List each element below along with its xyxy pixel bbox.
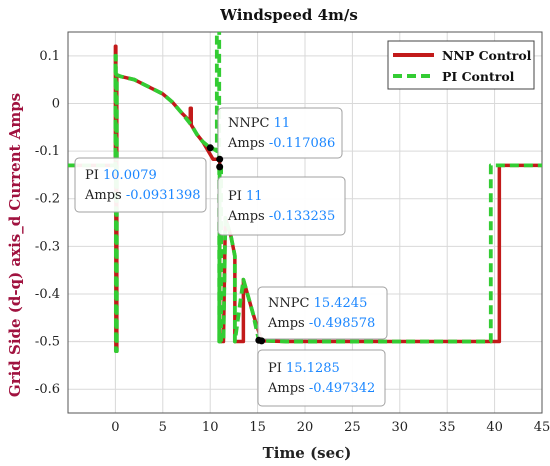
x-tick-label: 10: [202, 420, 219, 435]
datatip-y-line: Amps -0.0931398: [84, 188, 201, 203]
datatip-y-value: -0.498578: [309, 316, 375, 331]
y-tick-label: -0.3: [35, 239, 60, 254]
datatip-x-line: PI 15.1285: [268, 361, 340, 376]
datatip-y-line: Amps -0.133235: [227, 209, 335, 224]
datatip-box: [217, 107, 343, 159]
datatip-label: PI: [228, 189, 246, 204]
datatip-y-label: Amps: [267, 316, 305, 331]
datatip-x-value: 10.0079: [103, 168, 157, 183]
datatip-x-value: 15.1285: [286, 361, 340, 376]
datatip-y-value: -0.497342: [309, 381, 375, 396]
datatip-label: PI: [85, 168, 103, 183]
x-tick-label: 0: [111, 420, 119, 435]
datatip-marker: [206, 144, 214, 152]
datatip-x-line: PI 11: [228, 189, 263, 204]
x-tick-label: 30: [392, 420, 409, 435]
datatip: NNPC 15.4245 Amps -0.498578: [257, 286, 388, 345]
y-tick-label: 0: [52, 96, 60, 111]
datatip-marker: [216, 163, 224, 171]
y-tick-label: 0.1: [39, 49, 60, 64]
datatip-y-line: Amps -0.117086: [227, 136, 335, 151]
y-tick-label: -0.5: [35, 335, 60, 350]
y-axis-label: Grid Side (d-q) axis_d Current Amps: [6, 93, 24, 397]
y-tick-label: -0.1: [35, 144, 60, 159]
datatip-label: NNPC: [228, 116, 274, 131]
datatip-y-label: Amps: [227, 209, 265, 224]
datatip-box: [257, 286, 388, 340]
legend-box: [387, 40, 535, 90]
datatip-y-line: Amps -0.497342: [267, 381, 375, 396]
y-tick-label: -0.6: [35, 382, 60, 397]
x-tick-label: 40: [486, 420, 503, 435]
x-tick-label: 20: [297, 420, 314, 435]
datatip: PI 11 Amps -0.133235: [216, 163, 346, 236]
datatip-y-label: Amps: [227, 136, 265, 151]
x-tick-label: 35: [439, 420, 456, 435]
datatip-box: [257, 349, 386, 407]
datatip-x-value: 11: [274, 116, 291, 131]
y-tick-label: -0.4: [35, 287, 60, 302]
x-axis-label: Time (sec): [263, 444, 352, 462]
y-tick-label: -0.2: [35, 192, 60, 207]
datatip-y-value: -0.117086: [269, 136, 335, 151]
x-tick-labels: 0 5 10 15 20 25 30 35 40 45: [111, 420, 550, 435]
datatips-group: NNPC 11 Amps -0.117086 PI 10.0079 Amps -0.0…: [74, 107, 388, 407]
datatip-marker: [216, 155, 224, 163]
x-tick-label: 45: [534, 420, 550, 435]
datatip-marker: [255, 336, 263, 344]
datatip-box: [217, 176, 346, 236]
plot-frame: [67, 31, 543, 414]
datatip-y-label: Amps: [267, 381, 305, 396]
datatip-y-value: -0.133235: [269, 209, 335, 224]
series-line-pi-control: [68, 32, 542, 353]
datatip-label: PI: [268, 361, 286, 376]
datatip-x-line: NNPC 15.4245: [268, 296, 367, 311]
datatip-label: NNPC: [268, 296, 314, 311]
datatip-y-line: Amps -0.498578: [267, 316, 375, 331]
x-tick-label: 15: [249, 420, 266, 435]
x-tick-label: 5: [159, 420, 167, 435]
datatip-y-label: Amps: [84, 188, 122, 203]
datatip: PI 10.0079 Amps -0.0931398: [74, 144, 214, 213]
y-tick-labels: 0.1 0 -0.1 -0.2 -0.3 -0.4 -0.5 -0.6: [35, 49, 60, 397]
datatip-x-line: NNPC 11: [228, 116, 290, 131]
chart-title: Windspeed 4m/s: [219, 6, 358, 24]
datatip: NNPC 11 Amps -0.117086: [216, 107, 343, 163]
datatip-box: [74, 157, 207, 213]
legend: NNP Control PI Control: [387, 40, 535, 90]
legend-label-nnp-control: NNP Control: [442, 48, 532, 63]
legend-label-pi-control: PI Control: [442, 69, 515, 84]
datatip-x-value: 11: [246, 189, 263, 204]
datatip: PI 15.1285 Amps -0.497342: [255, 336, 386, 407]
datatip-y-value: -0.0931398: [126, 188, 201, 203]
x-tick-label: 25: [344, 420, 361, 435]
datatip-x-line: PI 10.0079: [85, 168, 157, 183]
datatip-x-value: 15.4245: [314, 296, 368, 311]
